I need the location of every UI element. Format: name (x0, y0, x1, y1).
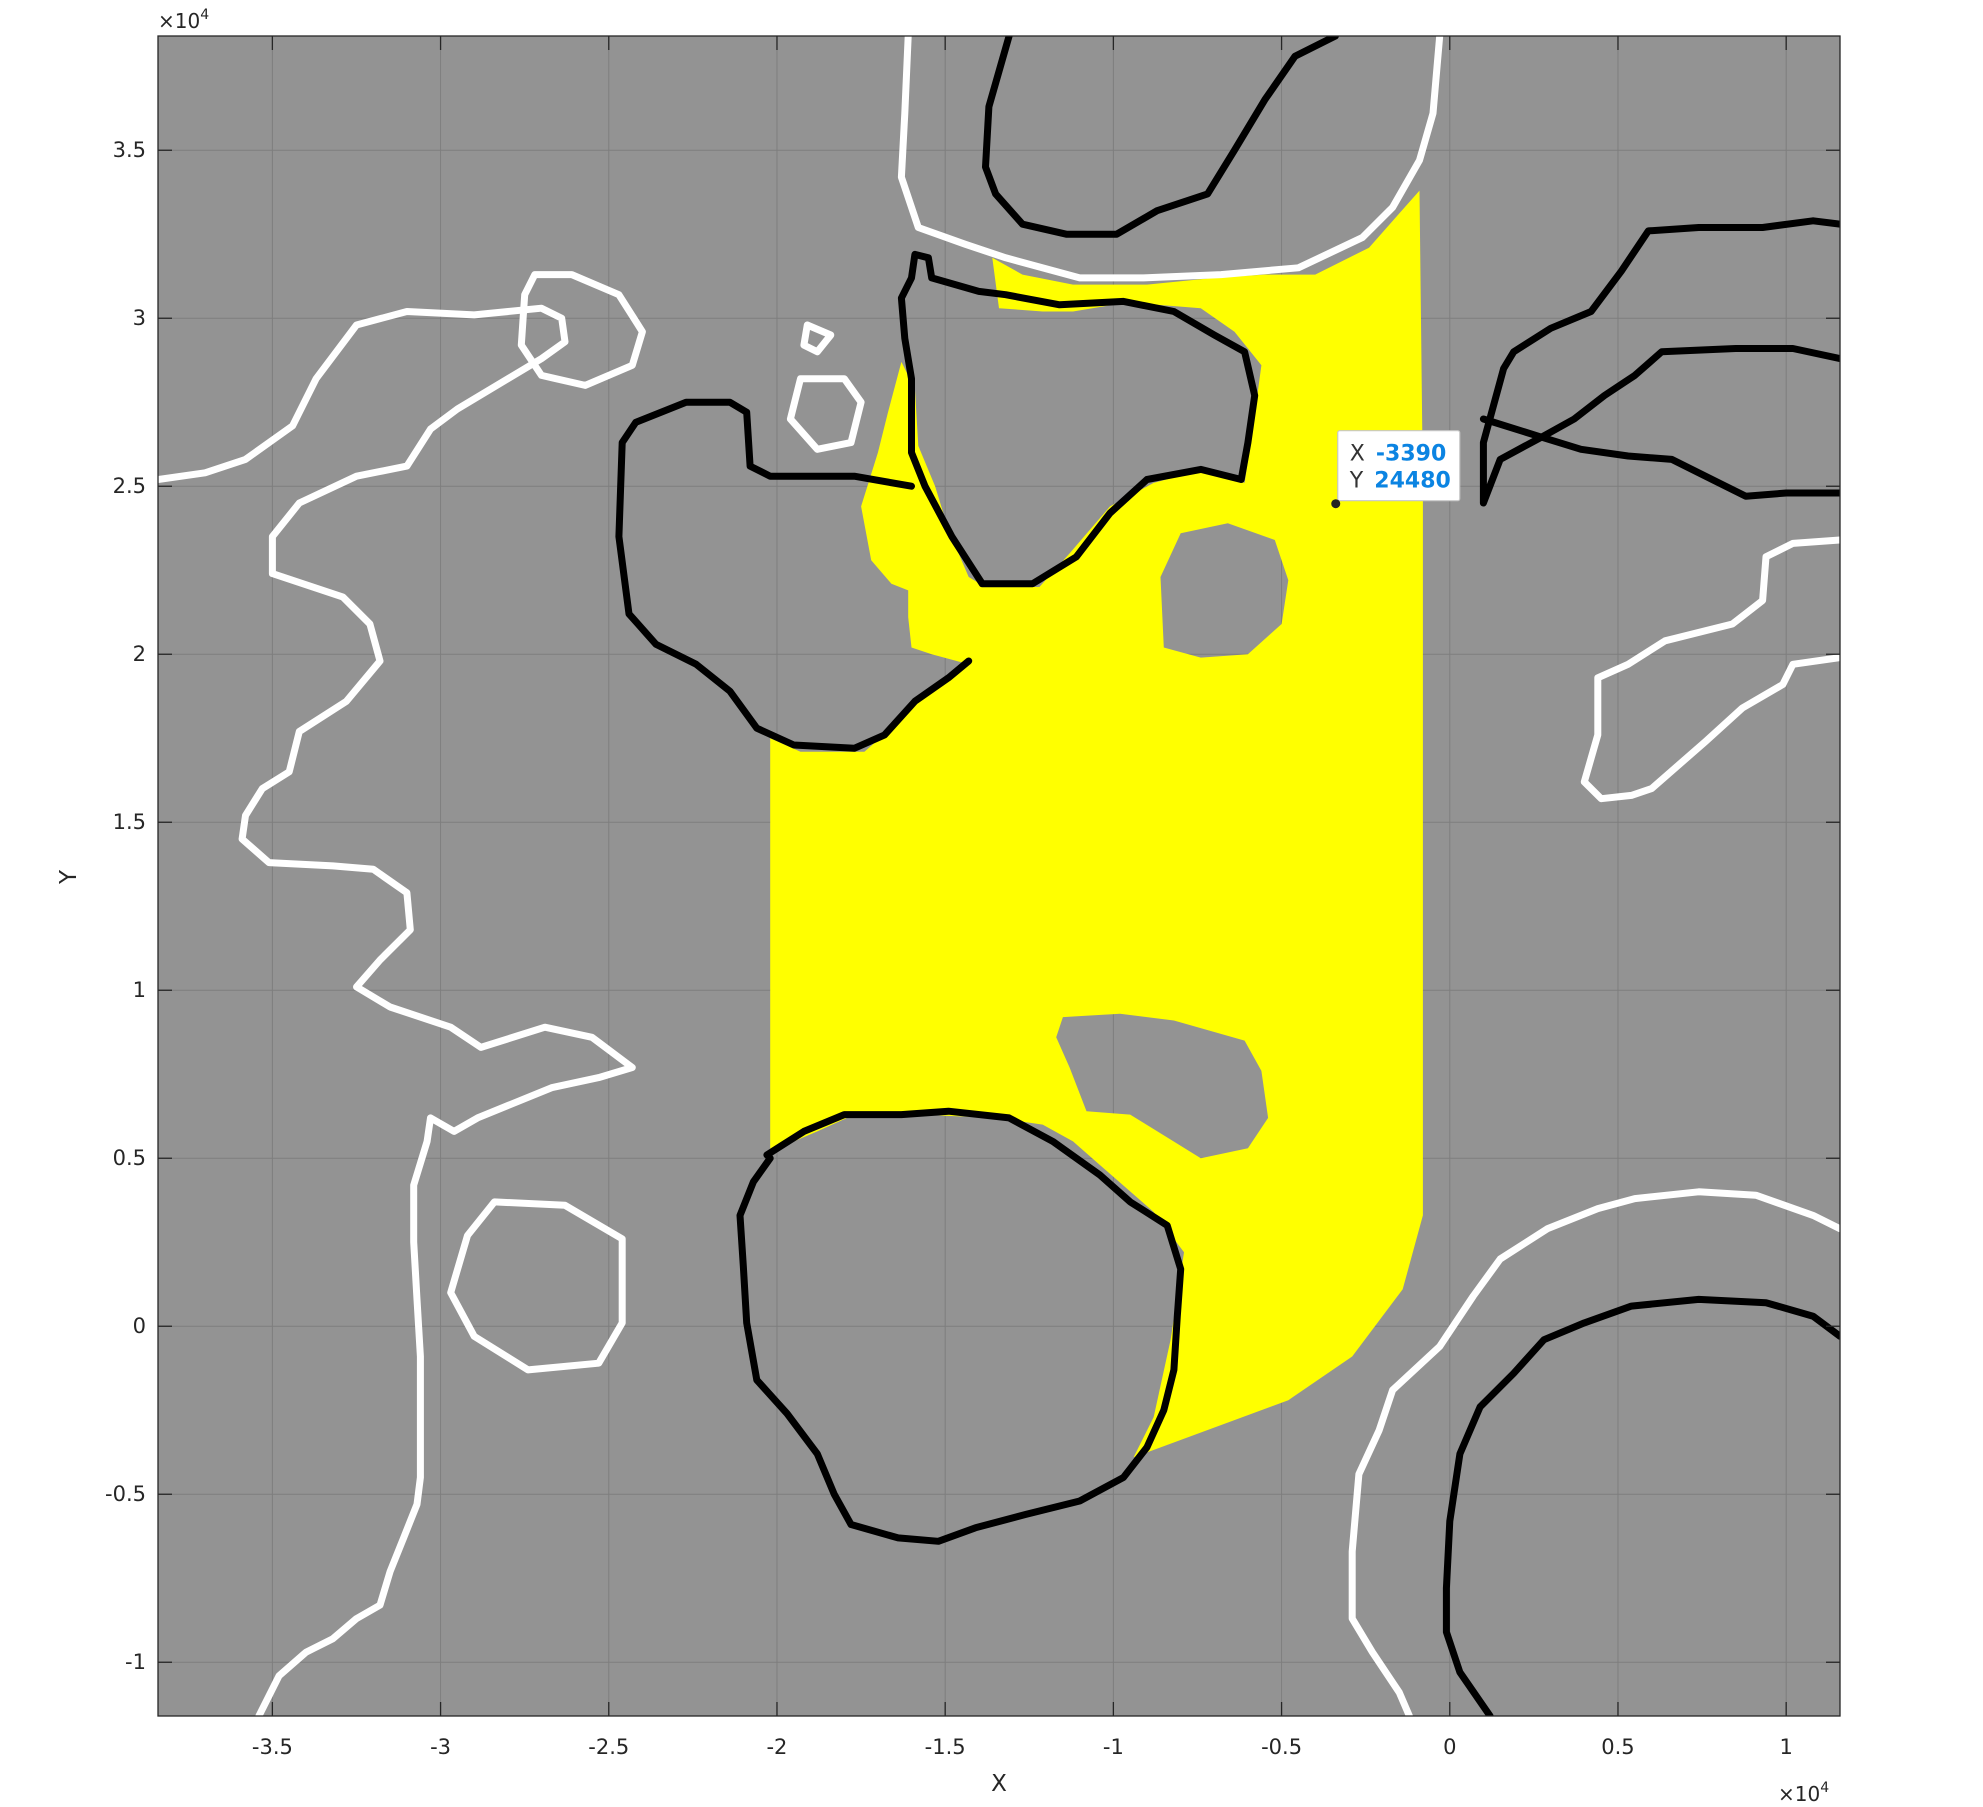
x-tick-label: -3.5 (252, 1735, 293, 1759)
datatip-marker (1331, 499, 1341, 509)
x-tick-label: -0.5 (1261, 1735, 1302, 1759)
datatip-y-key: Y (1349, 469, 1364, 494)
x-tick-label: 1 (1779, 1735, 1792, 1759)
datatip[interactable]: X -3390 Y 24480 (1331, 430, 1461, 509)
x-exponent-label: ×104 (1778, 1780, 1829, 1806)
x-tick-label: 0 (1443, 1735, 1456, 1759)
white-contour-line (517, 271, 646, 389)
y-tick-label: 3.5 (113, 138, 146, 162)
x-exponent-power: 4 (1820, 1780, 1829, 1796)
x-axis-label: X (991, 1771, 1007, 1797)
x-tick-labels: -3.5 -3 -2.5 -2 -1.5 -1 -0.5 0 0.5 1 (252, 1735, 1793, 1759)
y-tick-label: 1 (133, 978, 146, 1002)
y-tick-label: 0 (133, 1314, 146, 1338)
y-axis-label: Y (56, 869, 82, 885)
x-tick-label: -2.5 (588, 1735, 629, 1759)
y-tick-label: 2 (133, 642, 146, 666)
data-layer (158, 36, 1840, 1716)
white-contour-line (158, 304, 636, 1716)
y-exponent-label: ×104 (158, 7, 209, 33)
axes-box (157, 35, 1841, 1717)
black-contour-line (736, 1107, 1185, 1545)
datatip-x-key: X (1350, 442, 1365, 467)
axis-ticks (158, 36, 1840, 1716)
x-exponent-base: ×10 (1778, 1782, 1820, 1806)
white-contour-line (800, 321, 835, 356)
y-tick-label: -0.5 (105, 1482, 146, 1506)
white-contour-line (447, 1198, 626, 1374)
black-contour-line (982, 36, 1339, 238)
white-contour-line (1580, 536, 1840, 803)
x-tick-label: -1.5 (925, 1735, 966, 1759)
datatip-x-row: X -3390 (1350, 442, 1447, 467)
white-contour-line (1348, 1188, 1840, 1716)
black-contour-line (1442, 1295, 1840, 1716)
datatip-y-value: 24480 (1374, 469, 1451, 494)
y-tick-label: -1 (125, 1650, 146, 1674)
y-exponent-base: ×10 (158, 9, 200, 33)
white-contour-line (897, 36, 1444, 282)
black-contour-line (897, 250, 1259, 588)
black-contour-line (615, 398, 973, 752)
datatip-x-value: -3390 (1376, 442, 1446, 467)
y-tick-label: 3 (133, 306, 146, 330)
white-contour-line (786, 375, 865, 453)
y-tick-labels: -1 -0.5 0 0.5 1 1.5 2 2.5 3 3.5 (105, 138, 146, 1674)
datatip-y-row: Y 24480 (1349, 469, 1451, 494)
y-tick-label: 2.5 (113, 474, 146, 498)
y-tick-label: 1.5 (113, 810, 146, 834)
y-tick-label: 0.5 (113, 1146, 146, 1170)
x-tick-label: -2 (766, 1735, 787, 1759)
x-tick-label: -1 (1103, 1735, 1124, 1759)
black-contour-line (1479, 415, 1840, 500)
x-tick-label: 0.5 (1601, 1735, 1634, 1759)
y-exponent-power: 4 (200, 7, 209, 23)
datatip-box (1337, 430, 1461, 502)
x-tick-label: -3 (430, 1735, 451, 1759)
